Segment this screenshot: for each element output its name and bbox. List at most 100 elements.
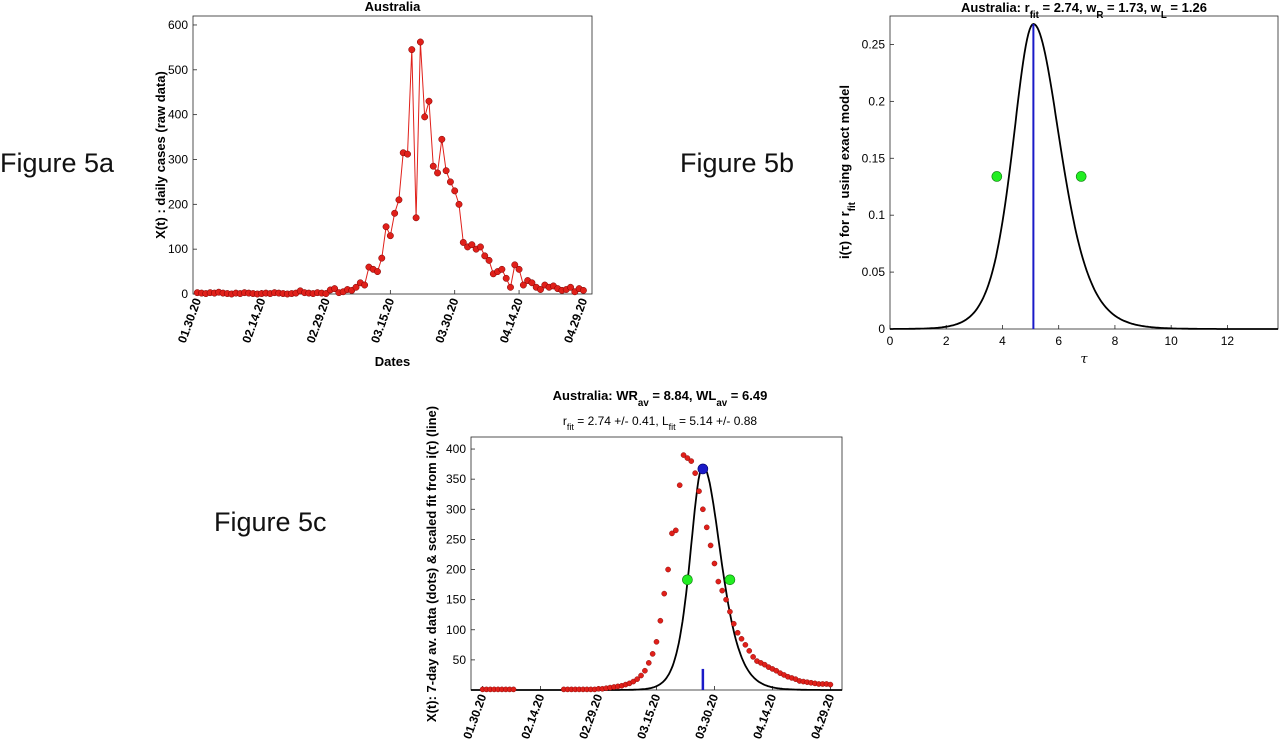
chart-5c-data-point bbox=[634, 676, 640, 682]
chart-5a-ytick-label: 0 bbox=[181, 287, 188, 301]
chart-5a-ytick-label: 500 bbox=[168, 63, 188, 77]
chart-5b-xtick-label: 10 bbox=[1164, 334, 1178, 348]
chart-5c-subtitle: rfit = 2.74 +/- 0.41, Lfit = 5.14 +/- 0.… bbox=[563, 414, 757, 432]
chart-5b-title: Australia: rfit = 2.74, wR = 1.73, wL = … bbox=[961, 0, 1207, 21]
chart-5a-data-point bbox=[477, 243, 484, 251]
chart-5a-data-point bbox=[421, 113, 429, 121]
chart-5c-ytick-label: 200 bbox=[446, 563, 466, 577]
chart-5c-data-point bbox=[684, 455, 691, 461]
chart-5c-fit-curve bbox=[471, 465, 842, 691]
chart-5c-data-point bbox=[711, 560, 718, 567]
chart-5a-xlabel: Dates bbox=[375, 354, 410, 369]
chart-5a-frame bbox=[192, 15, 593, 295]
chart-5c-data-point bbox=[688, 458, 695, 464]
chart-5a-data-point bbox=[404, 150, 411, 158]
chart-5c-data-point bbox=[649, 651, 656, 657]
chart-5a-ytick-label: 200 bbox=[168, 197, 188, 211]
chart-5a-ytick-label: 400 bbox=[168, 108, 188, 122]
chart-5c-data-point bbox=[700, 506, 706, 513]
chart-5c-data-point bbox=[661, 590, 668, 597]
chart-5a-data-point bbox=[395, 196, 403, 204]
chart-5c-data-point bbox=[657, 617, 664, 624]
chart-5c-data-point bbox=[750, 654, 756, 660]
chart-5c-data-point bbox=[723, 596, 729, 603]
chart-5c-xtick-label: 03.30.20 bbox=[692, 692, 721, 741]
chart-5a-data-point bbox=[386, 232, 394, 240]
chart-5b-xtick-label: 0 bbox=[887, 334, 894, 348]
chart-5c-frame bbox=[470, 436, 843, 691]
chart-5a-data-point bbox=[434, 169, 441, 177]
chart-5a-data-point bbox=[416, 38, 424, 46]
chart-5c-ytick-label: 250 bbox=[446, 532, 466, 546]
chart-5a-ytick-label: 100 bbox=[168, 242, 188, 256]
chart-5c-xtick-label: 04.14.20 bbox=[750, 692, 779, 741]
chart-5b-half-point bbox=[991, 171, 1003, 182]
chart-5c-data-point bbox=[703, 524, 710, 531]
chart-5b-ytick-label: 0.15 bbox=[862, 151, 886, 165]
chart-5a-data-point bbox=[446, 178, 454, 186]
chart-5b-xtick-label: 6 bbox=[1055, 334, 1062, 348]
chart-5c-data-point bbox=[510, 686, 517, 693]
chart-5a-data-point bbox=[511, 261, 519, 269]
chart-5c-ytick-label: 350 bbox=[446, 472, 466, 486]
chart-5a-data-point bbox=[331, 285, 339, 293]
chart-5c-data-point bbox=[730, 620, 737, 627]
chart-5b-curve bbox=[890, 23, 1278, 330]
chart-5a-data-point bbox=[412, 214, 420, 222]
chart-5b-frame bbox=[889, 15, 1279, 330]
chart-5b-ytick-label: 0.25 bbox=[862, 37, 886, 51]
chart-5b-xtick-label: 4 bbox=[999, 334, 1006, 348]
chart-5a-xtick-label: 02.14.20 bbox=[239, 296, 268, 345]
chart-5a-data-point bbox=[485, 256, 493, 264]
chart-5a-xtick-label: 03.30.20 bbox=[432, 296, 461, 345]
chart-5c-half-point bbox=[724, 574, 736, 586]
chart-5c-xtick-label: 03.15.20 bbox=[634, 692, 663, 741]
chart-5c-data-point bbox=[692, 470, 698, 476]
chart-5c-data-point bbox=[707, 542, 714, 549]
chart-5a-data-point bbox=[391, 209, 399, 217]
chart-5c-data-point bbox=[638, 672, 644, 679]
chart-5c-data-point bbox=[665, 566, 671, 573]
chart-5c-xtick-label: 02.14.20 bbox=[518, 692, 547, 741]
chart-5c-data-point bbox=[827, 681, 834, 688]
chart-5a-data-point bbox=[507, 283, 514, 291]
chart-5b-ytick-label: 0.05 bbox=[862, 265, 886, 279]
chart-5a-xtick-label: 02.29.20 bbox=[304, 296, 333, 345]
chart-5a-ytick-label: 600 bbox=[168, 18, 188, 32]
chart-5c-data-point bbox=[642, 667, 648, 674]
figure-5b-label: Figure 5b bbox=[680, 148, 795, 178]
chart-5c-data-point bbox=[669, 530, 675, 537]
chart-5a-data-point bbox=[459, 238, 467, 246]
chart-5c-data-point bbox=[696, 488, 702, 495]
chart-5a-data-point bbox=[451, 187, 459, 195]
chart-5a-data-point bbox=[442, 167, 450, 175]
chart-5a-data-point bbox=[455, 200, 463, 208]
chart-5c-data-point bbox=[727, 608, 733, 615]
chart-5a-data-point bbox=[498, 265, 506, 273]
chart-5c-data-point bbox=[734, 629, 741, 636]
chart-5a-title: Australia bbox=[365, 0, 421, 14]
chart-5a-data-point bbox=[352, 283, 360, 291]
chart-5b-xtick-label: 12 bbox=[1221, 334, 1235, 348]
chart-5c-data-point bbox=[715, 578, 722, 585]
chart-5a-data-point bbox=[579, 286, 587, 294]
chart-5c-xtick-label: 01.30.20 bbox=[460, 692, 489, 741]
chart-5c-ytick-label: 150 bbox=[446, 593, 466, 607]
chart-5a-data-point bbox=[429, 162, 437, 170]
chart-5a-data-point bbox=[361, 281, 369, 289]
chart-5c-data-point bbox=[673, 527, 679, 534]
chart-5c-xtick-label: 04.29.20 bbox=[808, 692, 837, 741]
chart-5a-data-point bbox=[468, 241, 476, 249]
chart-5c-data-point bbox=[742, 642, 749, 648]
chart-5c-peak-point bbox=[697, 463, 709, 475]
chart-5a-data-point bbox=[438, 135, 446, 143]
figure-5c-label: Figure 5c bbox=[214, 507, 327, 537]
chart-5b-ytick-label: 0.2 bbox=[868, 94, 885, 108]
chart-5c-data-point bbox=[738, 635, 745, 642]
chart-5c-title: Australia: WRav = 8.84, WLav = 6.49 bbox=[553, 388, 768, 409]
chart-5c-ytick-label: 100 bbox=[446, 623, 466, 637]
chart-5a-xtick-label: 04.14.20 bbox=[497, 296, 526, 345]
chart-5a-data-point bbox=[408, 46, 416, 54]
chart-5a-ylabel: X(t) : daily cases (raw data) bbox=[153, 71, 168, 239]
chart-5c-xtick-label: 02.29.20 bbox=[576, 692, 605, 741]
